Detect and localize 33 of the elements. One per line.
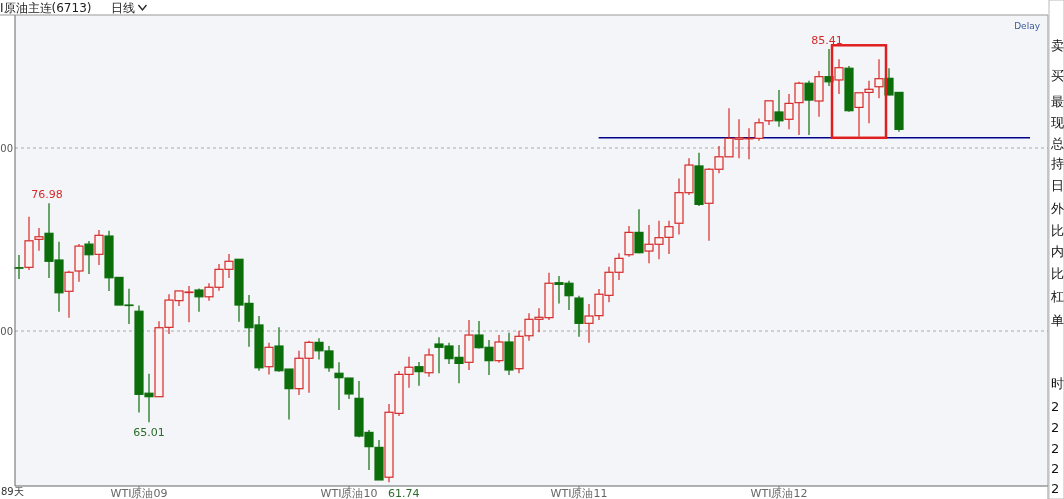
text: 内 xyxy=(1051,244,1064,259)
text: 总 xyxy=(1050,136,1064,151)
text: 61.74 xyxy=(388,487,420,499)
x-tick-label: WTI原油10 xyxy=(320,487,378,499)
text: 买 xyxy=(1051,68,1064,83)
text: 00 xyxy=(0,326,13,338)
chart-subtitle: 日线 xyxy=(111,1,136,15)
text: 2 xyxy=(1051,441,1060,456)
text: 2 xyxy=(1051,461,1060,476)
text: 单 xyxy=(1051,313,1064,328)
chart-title: I原油主连(6713) xyxy=(0,1,92,15)
text: 时 xyxy=(1051,376,1064,391)
text: 最 xyxy=(1051,94,1064,109)
text: 2 xyxy=(1051,481,1060,496)
text: 2 xyxy=(1051,399,1060,414)
text: 日 xyxy=(1051,178,1064,193)
text: 比 xyxy=(1051,223,1064,238)
annotation: 65.01 xyxy=(133,426,165,440)
text: 现 xyxy=(1051,115,1064,130)
text: 比 xyxy=(1051,266,1064,281)
text: 卖 xyxy=(1051,38,1064,53)
x-tick-label: WTI原油12 xyxy=(750,487,808,499)
x-tick-label: WTI原油09 xyxy=(110,487,168,499)
x-tick-label: WTI原油11 xyxy=(550,487,608,499)
text: Delay xyxy=(1014,21,1041,31)
text: 2 xyxy=(1051,420,1060,435)
annotation: 85.41 xyxy=(811,34,843,48)
annotation: 76.98 xyxy=(31,188,63,202)
annotation: 89天 xyxy=(1,486,24,497)
text: 外 xyxy=(1051,201,1064,216)
text: 持 xyxy=(1051,156,1064,171)
text: 00 xyxy=(0,143,13,155)
text: 杠 xyxy=(1050,289,1064,304)
